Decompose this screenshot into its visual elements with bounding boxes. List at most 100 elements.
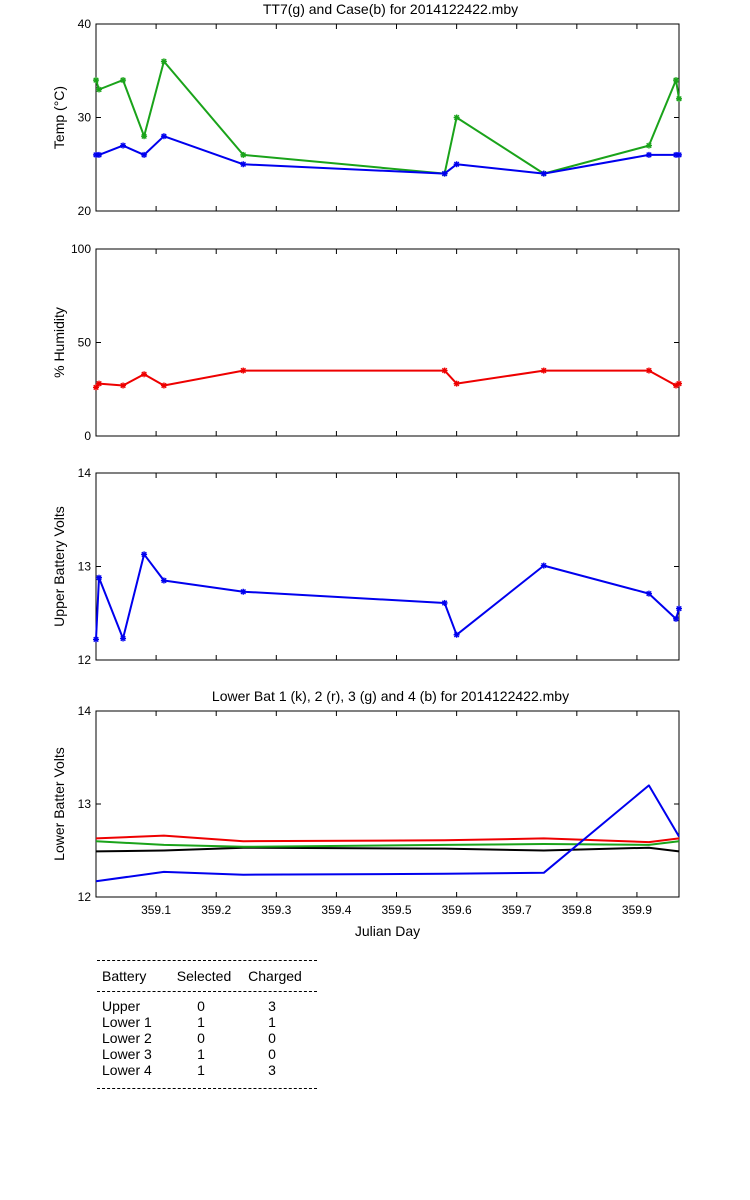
point-stroke: [240, 367, 246, 374]
x-tick-label: 359.4: [321, 903, 351, 917]
point-stroke: [240, 589, 246, 595]
data-point: [645, 142, 652, 149]
data-point: [93, 77, 99, 84]
plot-frame: [95, 248, 680, 437]
x-tick-label: 359.2: [201, 903, 231, 917]
series-line-1: [95, 60, 680, 175]
point-stroke: [453, 161, 460, 167]
data-point: [645, 590, 652, 597]
chart-panel-1: 20 30 40 TT7(g) and Case(b) for 2014122422.…: [51, 1, 682, 218]
data-point: [240, 367, 247, 374]
point-stroke: [141, 133, 147, 139]
y-tick-label: 100: [71, 242, 91, 256]
data-point: [96, 86, 103, 93]
y-axis-label: % Humidity: [51, 307, 67, 378]
data-point: [120, 77, 127, 84]
point-stroke: [676, 380, 682, 387]
point-stroke: [676, 605, 682, 612]
point-stroke: [161, 577, 167, 584]
data-point: [96, 380, 103, 387]
y-axis-label: Lower Batter Volts: [51, 747, 67, 861]
chart-panel-3: 12 13 14 Upper Battery Volts: [51, 466, 682, 667]
battery-status-table: Battery Selected Charged Upper 0 3 Lower…: [97, 960, 317, 1089]
point-stroke: [141, 371, 147, 378]
point-stroke: [96, 574, 102, 581]
y-axis-label: Upper Battery Volts: [51, 506, 67, 627]
point-stroke: [441, 367, 448, 374]
data-point: [96, 574, 103, 581]
data-point: [540, 170, 547, 177]
y-tick-label: 13: [78, 560, 92, 574]
chart-panel-4: 359.1 359.2 359.3 359.4 359.5 359.6 359.7 359.8…: [51, 688, 680, 939]
table-row: Lower 2 0 0: [97, 1030, 317, 1046]
data-point: [453, 114, 460, 121]
plot-frame: [95, 710, 680, 898]
cell-battery: Lower 2: [102, 1030, 152, 1046]
chart-panel-2: 0 50 100 % Humidity: [51, 242, 682, 443]
y-tick-label: 30: [78, 111, 92, 125]
y-axis-label: Temp (°C): [51, 86, 67, 149]
table-row: Lower 4 1 3: [97, 1062, 317, 1078]
cell-battery: Lower 1: [102, 1014, 152, 1030]
point-stroke: [646, 367, 652, 374]
plot-frame: [95, 472, 680, 661]
data-point: [160, 382, 167, 389]
table-body: Upper 0 3 Lower 1 1 1 Lower 2 0 0 Lower …: [97, 992, 317, 1088]
cell-charged: 0: [268, 1030, 276, 1046]
data-point: [141, 133, 148, 140]
cell-battery: Upper: [102, 998, 141, 1014]
table-bottom-rule: [97, 1088, 317, 1089]
data-point: [141, 551, 148, 558]
y-tick-label: 13: [78, 797, 92, 811]
cell-charged: 1: [268, 1014, 276, 1030]
series-line-1: [95, 846, 680, 853]
series-line-2: [96, 135, 679, 175]
point-stroke: [141, 551, 147, 558]
plot-frame: [95, 23, 680, 212]
x-tick-label: 359.8: [562, 903, 592, 917]
y-tick-label: 20: [78, 204, 92, 218]
data-point: [676, 605, 682, 612]
point-stroke: [93, 77, 99, 83]
data-point: [441, 170, 448, 177]
data-point: [645, 151, 652, 158]
point-stroke: [120, 142, 126, 149]
data-point: [160, 577, 167, 584]
series-line-3: [95, 840, 680, 848]
cell-charged: 3: [268, 1062, 276, 1078]
data-point: [676, 95, 682, 102]
x-tick-label: 359.1: [141, 903, 171, 917]
x-axis-label: Julian Day: [355, 923, 420, 939]
point-stroke: [93, 636, 99, 643]
series-line-4: [95, 784, 680, 883]
point-stroke: [646, 142, 652, 149]
data-point: [120, 382, 127, 389]
table-row: Upper 0 3: [97, 998, 317, 1014]
data-point: [676, 380, 682, 387]
figure: 20 30 40 TT7(g) and Case(b) for 2014122422.…: [51, 1, 682, 939]
data-point: [453, 380, 460, 387]
point-stroke: [541, 367, 547, 374]
x-tick-label: 359.5: [381, 903, 411, 917]
cell-battery: Lower 4: [102, 1062, 152, 1078]
cell-selected: 1: [197, 1062, 205, 1078]
point-stroke: [441, 600, 448, 606]
cell-charged: 0: [268, 1046, 276, 1062]
point-stroke: [453, 632, 460, 638]
chart-title: TT7(g) and Case(b) for 2014122422.mby: [263, 1, 518, 17]
x-tick-label: 359.3: [261, 903, 291, 917]
y-tick-label: 12: [78, 890, 92, 904]
data-point: [441, 367, 448, 374]
data-point: [240, 588, 247, 595]
point-stroke: [161, 58, 167, 65]
point-stroke: [541, 170, 547, 177]
data-point: [676, 151, 682, 158]
table-top-rule: [97, 960, 317, 961]
data-point: [160, 133, 167, 140]
point-stroke: [676, 96, 682, 102]
data-point: [160, 58, 167, 65]
data-point: [96, 151, 103, 158]
cell-charged: 3: [268, 998, 276, 1014]
point-stroke: [673, 77, 679, 83]
table-header-rule: [97, 991, 317, 992]
